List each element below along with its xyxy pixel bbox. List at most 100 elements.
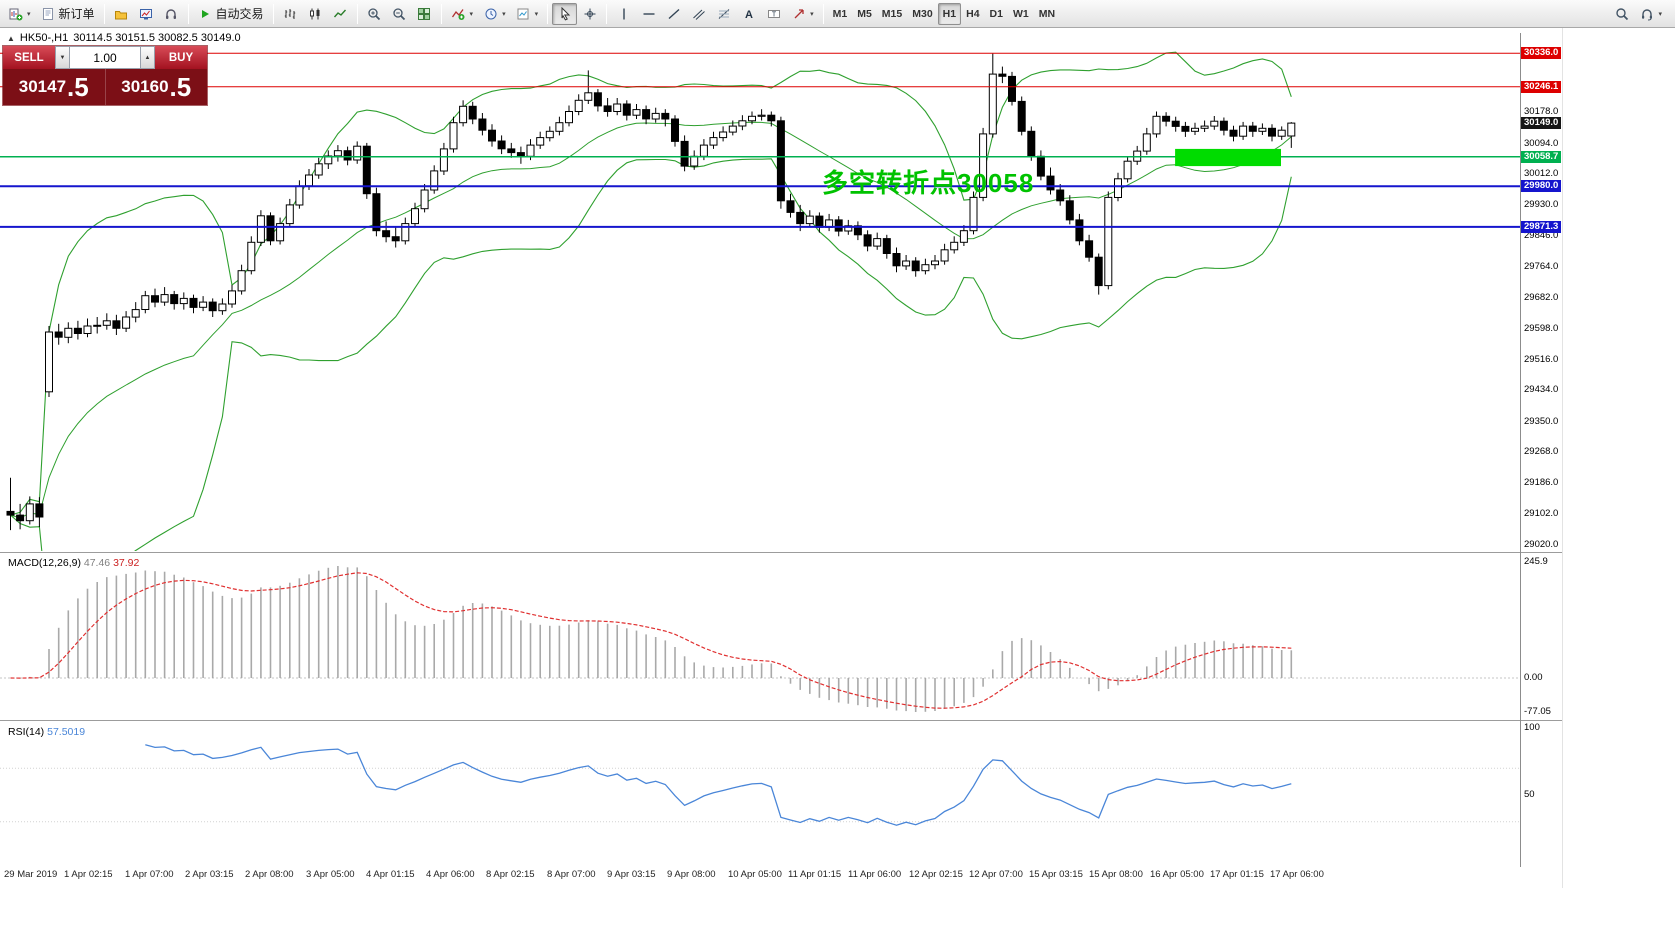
support-button[interactable]: ▾ [1634,3,1667,25]
zoom-in-button[interactable] [362,3,387,25]
trendline-button[interactable] [661,3,686,25]
support-icon [1639,6,1654,21]
volume-field-wrap [70,46,140,69]
time-label: 3 Apr 05:00 [306,869,355,880]
tf-mn[interactable]: MN [1034,3,1060,25]
text-button[interactable]: A [736,3,761,25]
text-icon: A [741,6,756,21]
tf-h1[interactable]: H1 [937,2,962,25]
tf-h1-label: H1 [942,7,957,20]
sell-button[interactable]: SELL [3,46,55,69]
time-label: 1 Apr 07:00 [125,869,174,880]
toolbar: ▾ 新订单 自动交易 ▾ ▾ ▾ A T ▾ M1 M5 M15 M30 H1 H4 D1 W1 MN ▾ [0,0,1675,28]
new-chart-button[interactable]: ▾ [3,3,36,25]
volume-input[interactable] [70,47,140,68]
time-label: 8 Apr 02:15 [486,869,535,880]
tf-m30[interactable]: M30 [907,3,937,25]
time-label: 2 Apr 03:15 [185,869,234,880]
price-tick: 29268.0 [1524,446,1559,457]
time-label: 8 Apr 07:00 [547,869,596,880]
price-tick: 29350.0 [1524,416,1559,427]
bar-chart-button[interactable] [278,3,303,25]
rsi-value: 57.5019 [47,726,86,738]
time-label: 2 Apr 08:00 [245,869,294,880]
candlestick-icon [308,6,323,21]
panel-separator[interactable] [0,552,1562,554]
autotrading-button[interactable]: 自动交易 [193,3,269,25]
sell-price[interactable]: 30147.5 [3,69,105,105]
tf-d1[interactable]: D1 [985,3,1008,25]
profiles-button[interactable] [109,3,134,25]
indicators-button[interactable]: ▾ [446,3,479,25]
tf-h4-label: H4 [966,7,980,20]
highlight-zone[interactable] [1175,148,1281,167]
tf-m1[interactable]: M1 [828,3,853,25]
volume-increase-button[interactable]: ▲ [140,46,155,69]
buy-button[interactable]: BUY [155,46,207,69]
toolbar-right-buttons: ▾ [1609,3,1672,25]
tile-windows-button[interactable] [412,3,437,25]
templates-button[interactable]: ▾ [511,3,544,25]
panel-separator[interactable] [0,720,1562,722]
price-tag: 29871.3 [1521,221,1562,233]
crosshair-button[interactable] [577,3,602,25]
rsi-indicator-label: RSI(14) 57.5019 [8,726,85,738]
one-click-trading-panel: SELL ▼ ▲ BUY 30147.5 30160.5 [3,46,207,105]
time-label: 15 Apr 08:00 [1089,869,1143,880]
price-tick: 29516.0 [1524,354,1559,365]
collapse-panel-icon[interactable]: ▲ [7,33,15,43]
time-label: 12 Apr 02:15 [909,869,963,880]
tf-m15[interactable]: M15 [877,3,907,25]
vertical-line-button[interactable] [611,3,636,25]
zoom-out-button[interactable] [387,3,412,25]
time-label: 17 Apr 06:00 [1270,869,1324,880]
macd-axis-label: -77.05 [1524,706,1551,717]
horizontal-line-button[interactable] [636,3,661,25]
price-tick: 29764.0 [1524,261,1559,272]
toolbar-separator [606,3,608,24]
market-watch-button[interactable] [134,3,159,25]
tf-m5[interactable]: M5 [852,3,877,25]
tf-w1[interactable]: W1 [1008,3,1034,25]
search-button[interactable] [1609,3,1634,25]
templates-icon [516,6,531,21]
chart-title: ▲ HK50-,H1 30114.5 30151.5 30082.5 30149… [7,32,241,44]
volume-decrease-button[interactable]: ▼ [55,46,70,69]
arrows-icon [791,6,806,21]
time-label: 15 Apr 03:15 [1029,869,1083,880]
price-tick: 29598.0 [1524,323,1559,334]
crosshair-icon [582,6,597,21]
fibonacci-button[interactable] [711,3,736,25]
rsi-panel[interactable] [0,724,1520,866]
trade-panel-prices: 30147.5 30160.5 [3,69,207,105]
candlestick-button[interactable] [303,3,328,25]
cursor-button[interactable] [552,2,578,25]
zoom-in-icon [367,6,382,21]
macd-panel[interactable] [0,556,1520,718]
metaeditor-button[interactable] [159,3,184,25]
zoom-out-icon [392,6,407,21]
price-tag: 30336.0 [1521,47,1562,59]
price-chart[interactable] [0,33,1520,551]
channel-button[interactable] [686,3,711,25]
periods-button[interactable]: ▾ [478,3,511,25]
chevron-down-icon: ▾ [1658,10,1662,18]
line-chart-button[interactable] [328,3,353,25]
price-tick: 29434.0 [1524,384,1559,395]
symbol-period-label: HK50-,H1 [19,32,69,44]
search-icon [1614,6,1629,21]
time-label: 4 Apr 01:15 [366,869,415,880]
buy-price-int: 30160 [121,77,169,96]
tf-m30-label: M30 [912,7,933,20]
horizontal-level-lines[interactable] [0,52,1520,228]
new-order-button[interactable]: 新订单 [36,3,100,25]
price-tick: 29846.0 [1524,230,1559,241]
arrows-button[interactable]: ▾ [786,3,819,25]
chevron-down-icon: ▾ [27,10,31,18]
buy-price[interactable]: 30160.5 [104,69,208,105]
svg-text:A: A [745,9,753,21]
label-button[interactable]: T [761,3,786,25]
toolbar-separator [272,3,274,24]
price-tick: 29682.0 [1524,292,1559,303]
tf-h4[interactable]: H4 [961,3,984,25]
